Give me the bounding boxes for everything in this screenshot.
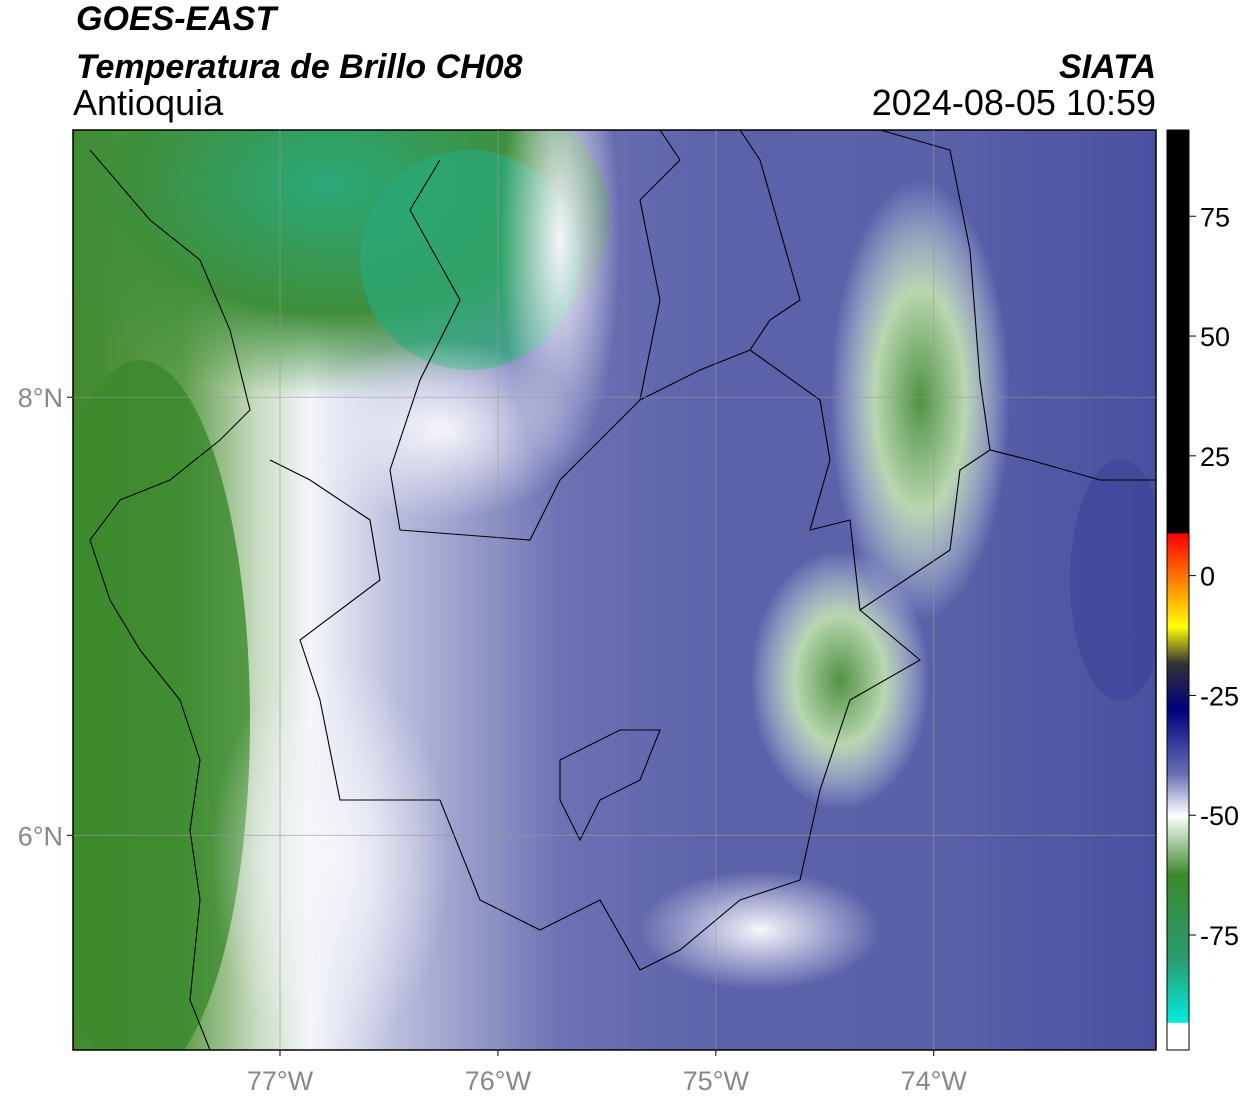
y-tick-label: 6°N — [18, 821, 63, 851]
colorbar-tick-label: 0 — [1200, 562, 1215, 592]
map-frame — [72, 129, 1157, 1051]
y-tick-label: 8°N — [18, 383, 63, 413]
map-image — [73, 130, 1156, 1050]
colorbar-tick-label: -25 — [1200, 681, 1239, 711]
product: Temperatura de Brillo CH08 — [76, 48, 523, 86]
colorbar-tick-label: -50 — [1200, 801, 1239, 831]
x-tick-label: 75°W — [683, 1066, 750, 1096]
institution: SIATA — [1059, 48, 1156, 86]
colorbar-tick-label: -75 — [1200, 921, 1239, 951]
x-tick-label: 76°W — [465, 1066, 532, 1096]
satellite: GOES-EAST — [76, 0, 279, 38]
colorbar — [1166, 129, 1190, 1051]
colorbar-tick-label: 25 — [1200, 442, 1230, 472]
x-tick-label: 77°W — [247, 1066, 314, 1096]
colorbar-tick-label: 75 — [1200, 202, 1230, 232]
region: Antioquia — [73, 82, 224, 123]
x-tick-label: 74°W — [901, 1066, 968, 1096]
colorbar-tick-label: 50 — [1200, 322, 1230, 352]
datetime: 2024-08-05 10:59 — [872, 82, 1156, 123]
